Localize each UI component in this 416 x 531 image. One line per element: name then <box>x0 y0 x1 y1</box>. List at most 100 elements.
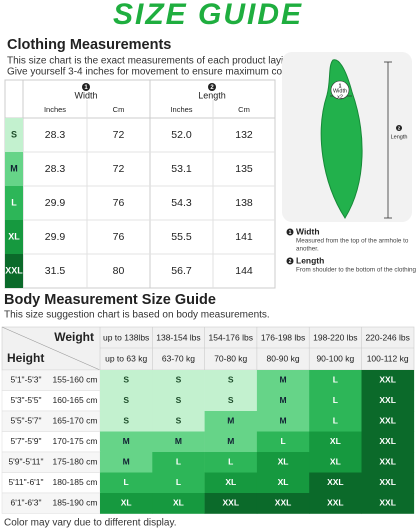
measurement: 31.5 <box>45 265 66 277</box>
size-suggestion: XL <box>225 477 236 487</box>
size-suggestion: S <box>228 375 234 385</box>
size-suggestion: M <box>123 457 130 467</box>
note-text: From shoulder to the bottom of the cloth… <box>296 267 416 274</box>
size-suggestion: L <box>176 457 181 467</box>
size-suggestion: L <box>124 477 129 487</box>
size-suggestion: XXL <box>275 498 292 508</box>
size-cell <box>100 390 153 412</box>
size-label: XL <box>8 231 20 241</box>
size-suggestion: S <box>123 375 129 385</box>
footer: Color may vary due to different display. <box>4 518 177 529</box>
weight-kg: 63-70 kg <box>162 353 195 363</box>
size-suggestion: XL <box>278 457 289 467</box>
height-cm: 170-175 cm <box>53 436 98 446</box>
weight-kg: 70-80 kg <box>214 353 247 363</box>
size-suggestion: M <box>123 436 130 446</box>
measurement: 29.9 <box>45 197 66 209</box>
size-cell <box>100 370 153 391</box>
size-cell <box>204 452 258 473</box>
measurement: 72 <box>113 129 125 141</box>
badge-number: 1 <box>289 230 292 236</box>
size-cell <box>5 220 23 254</box>
size-suggestion: XL <box>330 457 341 467</box>
measurement: 28.3 <box>45 129 66 141</box>
size-cell <box>5 118 23 152</box>
size-cell <box>100 452 153 473</box>
garment-label: Length <box>391 134 408 140</box>
measurement: 52.0 <box>171 129 192 141</box>
size-cell <box>256 370 310 391</box>
size-cell <box>5 254 23 288</box>
size-suggestion: L <box>333 416 338 426</box>
size-cell <box>100 493 153 514</box>
size-suggestion: M <box>280 375 287 385</box>
section-title: Body Measurement Size Guide <box>4 292 216 308</box>
badge <box>396 125 402 131</box>
badge-number: 1 <box>84 85 88 91</box>
header-bg <box>1 326 415 371</box>
size-cell <box>309 411 362 432</box>
corner-diagonal <box>1 326 101 371</box>
size-suggestion: M <box>280 416 287 426</box>
size-cell <box>152 370 205 391</box>
height-cm: 160-165 cm <box>53 395 98 405</box>
measurement: 28.3 <box>45 163 66 175</box>
measurement: 80 <box>113 265 125 277</box>
height-label: Height <box>7 351 44 365</box>
badge <box>208 83 216 91</box>
weight-lbs: 176-198 lbs <box>261 332 305 342</box>
width-badge <box>330 80 350 100</box>
height-ft: 5'3"-5'5" <box>10 395 41 405</box>
badge-number: 1 <box>339 83 342 89</box>
weight-lbs: 138-154 lbs <box>156 332 200 342</box>
measurement: 54.3 <box>171 197 192 209</box>
measurement: 55.5 <box>171 231 192 243</box>
unit-header: Cm <box>238 105 250 114</box>
size-cell <box>361 411 415 432</box>
measurement: 29.9 <box>45 231 66 243</box>
size-cell <box>361 493 415 514</box>
size-suggestion: XL <box>121 498 132 508</box>
size-suggestion: M <box>227 436 234 446</box>
size-cell <box>5 152 23 186</box>
measurement: 72 <box>113 163 125 175</box>
size-suggestion: XXL <box>379 416 396 426</box>
badge-number: 2 <box>398 126 401 131</box>
description: This size chart is the exact measurement… <box>7 56 313 67</box>
size-cell <box>204 411 258 432</box>
size-cell <box>361 472 415 494</box>
size-suggestion: XXL <box>327 498 344 508</box>
measurement: 76 <box>113 197 125 209</box>
size-suggestion: L <box>176 477 181 487</box>
weight-lbs: 198-220 lbs <box>313 332 357 342</box>
size-cell <box>309 452 362 473</box>
size-cell <box>309 493 362 514</box>
size-suggestion: XL <box>278 477 289 487</box>
size-suggestion: L <box>280 436 285 446</box>
size-suggestion: L <box>333 395 338 405</box>
size-cell <box>361 370 415 391</box>
size-suggestion: XL <box>330 436 341 446</box>
size-cell <box>256 411 310 432</box>
size-suggestion: XXL <box>379 457 396 467</box>
size-cell <box>204 472 258 494</box>
column-header: Width <box>74 90 97 100</box>
size-suggestion: M <box>227 416 234 426</box>
garment-label: x2 <box>337 94 343 100</box>
size-cell <box>256 390 310 412</box>
weight-lbs: up to 138lbs <box>103 332 149 342</box>
size-cell <box>256 493 310 514</box>
size-suggestion: XXL <box>379 395 396 405</box>
unit-header: Inches <box>44 105 66 114</box>
size-cell <box>100 472 153 494</box>
measurement: 141 <box>235 231 253 243</box>
size-cell <box>204 370 258 391</box>
measurement: 53.1 <box>171 163 192 175</box>
table-border <box>4 79 276 289</box>
unit-header: Cm <box>113 105 125 114</box>
height-ft: 5'1"-5'3" <box>10 375 41 385</box>
size-suggestion: S <box>176 416 182 426</box>
measurement: 144 <box>235 265 253 277</box>
size-cell <box>256 431 310 453</box>
